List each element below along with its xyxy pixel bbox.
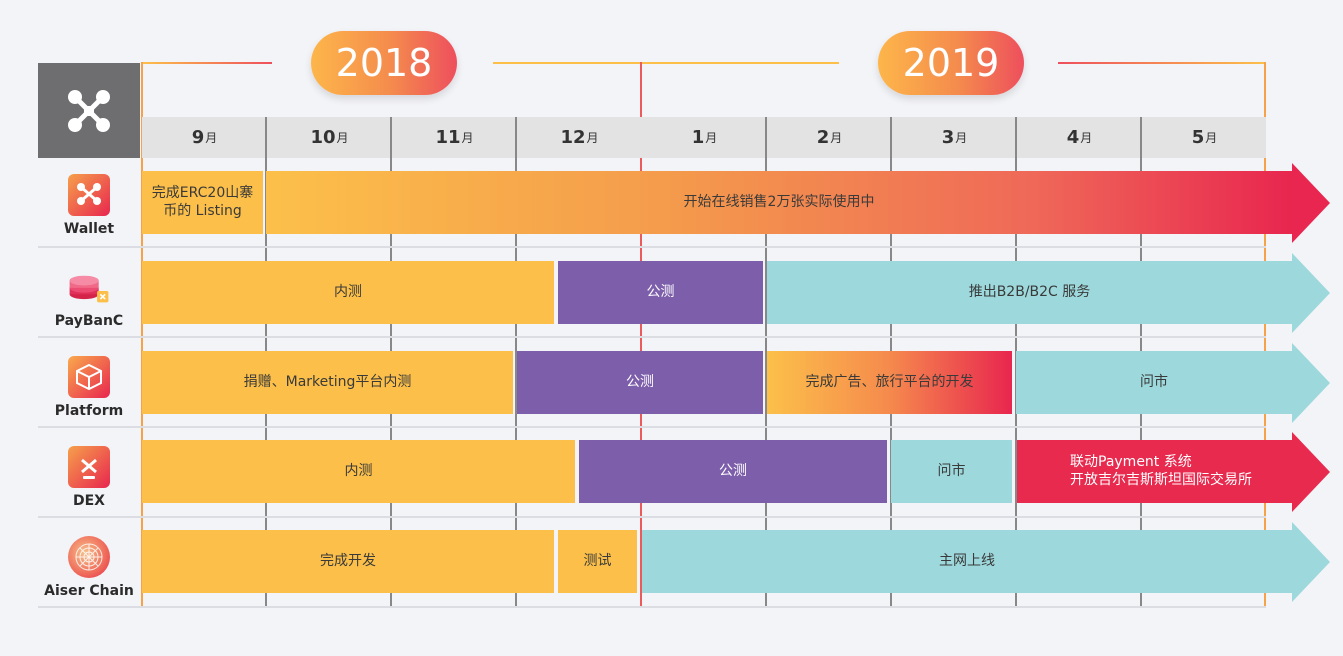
task-wallet-listing: 完成ERC20山寨 币的 Listing <box>142 171 263 234</box>
task-text: 捐赠、Marketing平台内测 <box>243 373 412 390</box>
kaiser-logo-icon <box>68 89 110 132</box>
year-2018-pill: 2018 <box>311 31 457 95</box>
arrow-head-paybanc <box>1292 253 1330 333</box>
grid-line <box>515 117 517 608</box>
timeline-line-mid-2018 <box>493 62 640 64</box>
task-text: 完成广告、旅行平台的开发 <box>805 373 974 390</box>
task-text-line: 完成ERC20山寨 <box>151 185 254 201</box>
task-platform-launch: 问市 <box>1016 351 1292 414</box>
timeline-line-left-2018 <box>142 62 272 64</box>
task-dex-launch: 问市 <box>891 440 1012 503</box>
arrow-head-wallet <box>1292 163 1330 243</box>
task-text: 测试 <box>583 552 612 569</box>
task-text: 公测 <box>646 283 675 300</box>
task-platform-internal: 捐赠、Marketing平台内测 <box>142 351 513 414</box>
timeline-line-mid-2019 <box>641 62 839 64</box>
arrow-head-dex <box>1292 432 1330 512</box>
row-separator <box>38 426 1266 428</box>
row-label-aiser-chain: Aiser Chain <box>38 528 140 606</box>
task-text: 公测 <box>626 373 654 390</box>
task-wallet-sales: 开始在线销售2万张实际使用中 <box>266 171 1292 234</box>
task-text: 内测 <box>334 283 362 300</box>
row-label-dex: DEX <box>38 438 140 516</box>
task-paybanc-public: 公测 <box>558 261 763 324</box>
year-2019-pill: 2019 <box>878 31 1024 95</box>
task-chain-mainnet: 主网上线 <box>642 530 1292 593</box>
row-separator <box>38 336 1266 338</box>
task-text-line: 联动Payment 系统 <box>1070 454 1192 470</box>
row-label-platform: Platform <box>38 348 140 426</box>
row-label-text: Platform <box>54 402 124 419</box>
row-separator <box>38 516 1266 518</box>
grid-line <box>765 117 767 608</box>
task-chain-test: 测试 <box>558 530 637 593</box>
task-dex-public: 公测 <box>579 440 887 503</box>
task-dex-payment: 联动Payment 系统 开放吉尔吉斯斯坦国际交易所 <box>1017 440 1292 503</box>
task-text: 问市 <box>937 462 966 479</box>
task-text-line: 币的 Listing <box>163 202 242 219</box>
month-header-10: 10 月 <box>310 127 349 148</box>
timeline-end-line <box>1264 62 1266 608</box>
task-text: 问市 <box>1140 373 1168 390</box>
task-text: 主网上线 <box>939 552 995 569</box>
row-label-text: Aiser Chain <box>44 582 134 599</box>
task-platform-public: 公测 <box>517 351 763 414</box>
dex-exchange-icon <box>68 445 110 488</box>
row-label-text: Wallet <box>63 220 115 237</box>
row-label-text: DEX <box>73 492 105 509</box>
company-logo-box <box>38 63 140 158</box>
row-label-text: PayBanC <box>54 312 124 329</box>
paybanc-coin-stack-icon <box>68 266 110 308</box>
task-text: 完成开发 <box>320 552 376 569</box>
task-text: 公测 <box>719 462 747 479</box>
timeline-line-right-2019 <box>1058 62 1265 64</box>
task-text-line: 开放吉尔吉斯斯坦国际交易所 <box>1070 471 1252 488</box>
task-text: 推出B2B/B2C 服务 <box>968 283 1091 300</box>
aiser-chain-orb-icon <box>68 535 110 578</box>
arrow-head-chain <box>1292 522 1330 602</box>
row-label-paybanc: PayBanC <box>38 258 140 336</box>
task-chain-dev: 完成开发 <box>142 530 554 593</box>
task-text: 内测 <box>344 462 373 479</box>
year-divider-line <box>640 62 642 608</box>
month-header-11: 11 月 <box>435 127 474 148</box>
task-paybanc-internal: 内测 <box>142 261 554 324</box>
platform-cube-icon <box>68 355 110 398</box>
task-dex-internal: 内测 <box>142 440 575 503</box>
arrow-head-platform <box>1292 343 1330 423</box>
task-paybanc-service: 推出B2B/B2C 服务 <box>767 261 1292 324</box>
row-label-wallet: Wallet <box>38 166 140 244</box>
kaiser-wallet-icon <box>68 173 110 216</box>
row-separator <box>38 246 1266 248</box>
task-platform-dev: 完成广告、旅行平台的开发 <box>767 351 1012 414</box>
month-header-12: 12 月 <box>560 127 599 148</box>
row-separator <box>38 606 1266 608</box>
month-header-row <box>142 117 1266 158</box>
task-text: 开始在线销售2万张实际使用中 <box>683 193 875 210</box>
timeline-start-line <box>141 62 143 608</box>
